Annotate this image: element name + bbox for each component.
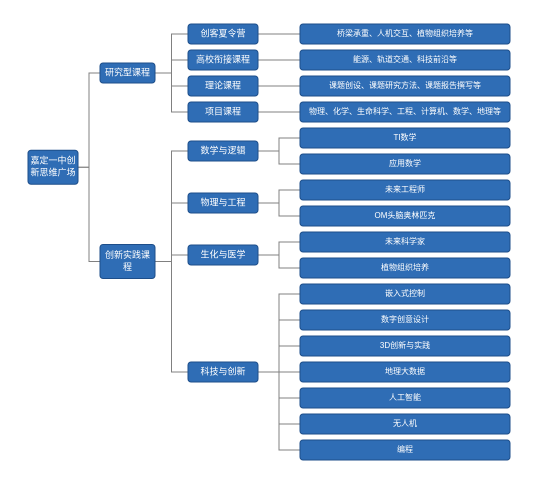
edges <box>78 34 300 450</box>
leaf-1: 桥梁承重、人机交互、植物组织培养等 <box>300 24 510 44</box>
tree-edge <box>258 151 300 164</box>
node-label: TI数学 <box>393 132 416 142</box>
node-label: 未来科学家 <box>385 236 425 246</box>
tree-edge <box>258 138 300 151</box>
leaf-12: 数字创意设计 <box>300 310 510 330</box>
node-label: 编程 <box>397 444 413 454</box>
node-label: 创新实践课 <box>105 249 150 260</box>
node-label: 课题创设、课题研究方法、课题报告撰写等 <box>329 80 481 90</box>
node-label: 应用数学 <box>389 158 421 168</box>
leaf-16: 无人机 <box>300 414 510 434</box>
leaf-14: 地理大数据 <box>300 362 510 382</box>
node-label: 数学与逻辑 <box>200 144 245 155</box>
leaf-6: 应用数学 <box>300 154 510 174</box>
node-label: 植物组织培养 <box>381 262 429 272</box>
leaf-7: 未来工程师 <box>300 180 510 200</box>
l1-practice: 创新实践课程 <box>100 245 155 279</box>
leaf-15: 人工智能 <box>300 388 510 408</box>
l2-project: 项目课程 <box>188 102 258 122</box>
node-label: 理论课程 <box>205 79 241 90</box>
leaf-5: TI数学 <box>300 128 510 148</box>
leaf-8: OM头脑奥林匹克 <box>300 206 510 226</box>
tree-edge <box>155 255 188 262</box>
node-label: 创客夏令营 <box>200 27 245 38</box>
leaf-3: 课题创设、课题研究方法、课题报告撰写等 <box>300 76 510 96</box>
leaf-11: 嵌入式控制 <box>300 284 510 304</box>
tree-edge <box>155 73 188 112</box>
node-label: 人工智能 <box>389 392 421 402</box>
l2-camp: 创客夏令营 <box>188 24 258 44</box>
node-label: 新思维广场 <box>30 167 75 178</box>
root: 嘉定一中创新思维广场 <box>28 150 78 184</box>
node-label: 未来工程师 <box>385 184 425 194</box>
node-label: 无人机 <box>393 418 417 428</box>
node-label: 地理大数据 <box>385 366 425 376</box>
node-label: 高校衔接课程 <box>196 53 250 64</box>
tree-diagram: 嘉定一中创新思维广场 研究型课程 创客夏令营 桥梁承重、人机交互、植物组织培养等高校衔… <box>0 0 551 500</box>
node-label: 项目课程 <box>205 106 241 116</box>
tree-edge <box>78 73 100 167</box>
tree-edge <box>155 262 188 373</box>
tree-edge <box>258 346 300 372</box>
nodes: 嘉定一中创新思维广场 研究型课程 创客夏令营 桥梁承重、人机交互、植物组织培养等高校衔… <box>28 24 510 460</box>
l2-phys: 物理与工程 <box>188 193 258 213</box>
leaf-4: 物理、化学、生命科学、工程、计算机、数学、地理等 <box>300 102 510 122</box>
node-label: 能源、轨道交通、科技前沿等 <box>353 54 457 64</box>
l2-math: 数学与逻辑 <box>188 141 258 161</box>
leaf-2: 能源、轨道交通、科技前沿等 <box>300 50 510 70</box>
tree-edge <box>258 372 300 450</box>
leaf-9: 未来科学家 <box>300 232 510 252</box>
tree-edge <box>258 255 300 268</box>
leaf-17: 编程 <box>300 440 510 460</box>
l2-bio: 生化与医学 <box>188 245 258 265</box>
node-label: 生化与医学 <box>200 248 245 259</box>
node-label: 科技与创新 <box>200 365 245 376</box>
tree-edge <box>258 190 300 203</box>
node-label: 嘉定一中创 <box>30 155 75 166</box>
node-label: 桥梁承重、人机交互、植物组织培养等 <box>337 28 473 38</box>
tree-edge <box>258 242 300 255</box>
node-label: 研究型课程 <box>105 66 150 77</box>
l2-tech: 科技与创新 <box>188 362 258 382</box>
l1-research: 研究型课程 <box>100 63 155 83</box>
node-label: 嵌入式控制 <box>385 288 425 298</box>
node-label: 数字创意设计 <box>381 314 429 324</box>
tree-edge <box>155 60 188 73</box>
node-label: OM头脑奥林匹克 <box>375 210 436 220</box>
leaf-10: 植物组织培养 <box>300 258 510 278</box>
node-label: 程 <box>123 262 132 272</box>
tree-edge <box>155 203 188 262</box>
node-label: 3D创新与实践 <box>380 340 430 350</box>
l2-univ: 高校衔接课程 <box>188 50 258 70</box>
node-label: 物理、化学、生命科学、工程、计算机、数学、地理等 <box>309 106 501 116</box>
tree-edge <box>78 167 100 261</box>
leaf-13: 3D创新与实践 <box>300 336 510 356</box>
node-label: 物理与工程 <box>200 196 245 207</box>
tree-edge <box>258 203 300 216</box>
l2-theory: 理论课程 <box>188 76 258 96</box>
